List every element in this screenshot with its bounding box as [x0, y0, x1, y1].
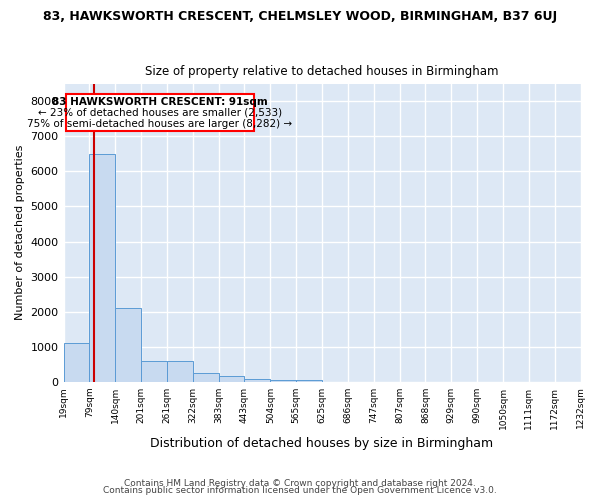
Text: 83 HAWKSWORTH CRESCENT: 91sqm: 83 HAWKSWORTH CRESCENT: 91sqm: [52, 98, 268, 108]
Bar: [141, 362, 167, 382]
X-axis label: Distribution of detached houses by size in Birmingham: Distribution of detached houses by size …: [151, 437, 494, 450]
Bar: [244, 379, 271, 382]
Text: ← 23% of detached houses are smaller (2,533): ← 23% of detached houses are smaller (2,…: [38, 108, 282, 118]
FancyBboxPatch shape: [65, 94, 254, 131]
Bar: [271, 380, 296, 382]
Bar: [193, 374, 218, 382]
Bar: [296, 380, 322, 382]
Bar: [115, 308, 141, 382]
Text: Contains HM Land Registry data © Crown copyright and database right 2024.: Contains HM Land Registry data © Crown c…: [124, 478, 476, 488]
Bar: [218, 376, 244, 382]
Text: 83, HAWKSWORTH CRESCENT, CHELMSLEY WOOD, BIRMINGHAM, B37 6UJ: 83, HAWKSWORTH CRESCENT, CHELMSLEY WOOD,…: [43, 10, 557, 23]
Y-axis label: Number of detached properties: Number of detached properties: [15, 145, 25, 320]
Text: Contains public sector information licensed under the Open Government Licence v3: Contains public sector information licen…: [103, 486, 497, 495]
Text: 75% of semi-detached houses are larger (8,282) →: 75% of semi-detached houses are larger (…: [28, 119, 293, 129]
Bar: [167, 362, 193, 382]
Title: Size of property relative to detached houses in Birmingham: Size of property relative to detached ho…: [145, 66, 499, 78]
Bar: [89, 154, 115, 382]
Bar: [64, 343, 89, 382]
